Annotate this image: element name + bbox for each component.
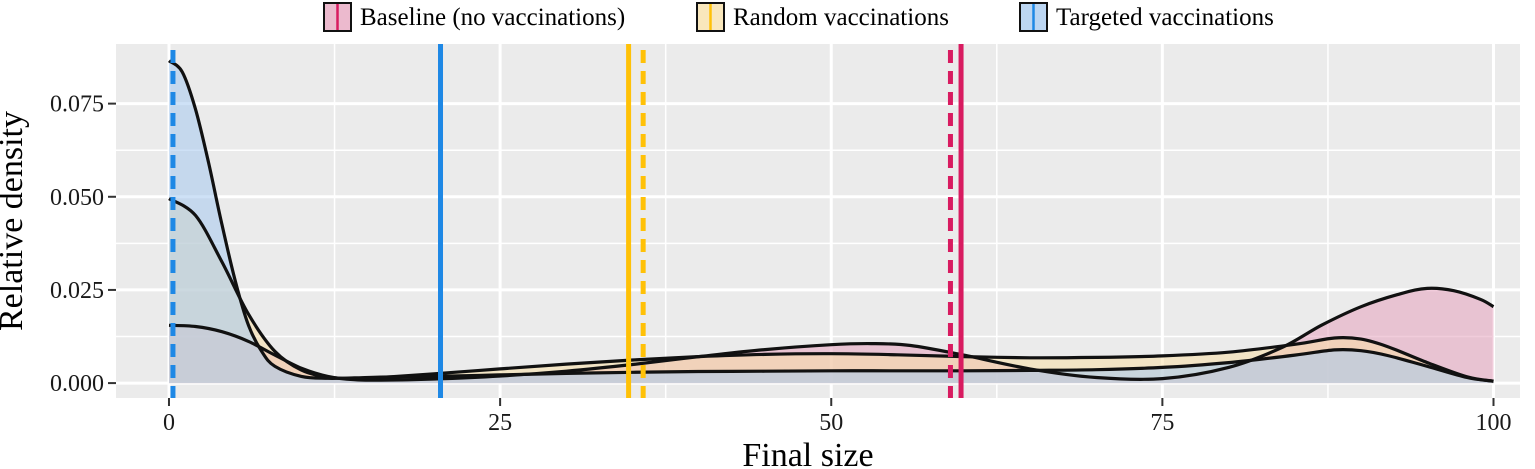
x-tick-label: 0 xyxy=(163,410,175,436)
x-tick-label: 75 xyxy=(1150,410,1174,436)
x-tick-label: 25 xyxy=(488,410,512,436)
x-tick-label: 50 xyxy=(819,410,843,436)
y-tick-label: 0.075 xyxy=(50,92,104,118)
y-tick-label: 0.025 xyxy=(50,278,104,304)
y-tick-label: 0.000 xyxy=(50,371,104,397)
density-areas xyxy=(167,59,1495,384)
x-tick-label: 100 xyxy=(1476,410,1512,436)
legend-label-1: Random vaccinations xyxy=(733,4,949,31)
density-line-0 xyxy=(168,286,1495,382)
legend-label-0: Baseline (no vaccinations) xyxy=(360,4,625,31)
x-axis-title: Final size xyxy=(742,437,873,469)
legend-label-2: Targeted vaccinations xyxy=(1056,4,1274,31)
y-axis: 0.000 0.025 0.050 0.075 xyxy=(50,92,116,397)
x-axis: 0 25 50 75 100 xyxy=(163,398,1512,436)
y-axis-title: Relative density xyxy=(0,111,30,331)
y-tick-label: 0.050 xyxy=(50,185,104,211)
density-line-2 xyxy=(167,59,1494,383)
density-line-1 xyxy=(168,197,1494,383)
summary-lines xyxy=(170,44,964,398)
legend: Baseline (no vaccinations) Random vaccina… xyxy=(323,2,1274,32)
grid-major xyxy=(116,44,1520,398)
